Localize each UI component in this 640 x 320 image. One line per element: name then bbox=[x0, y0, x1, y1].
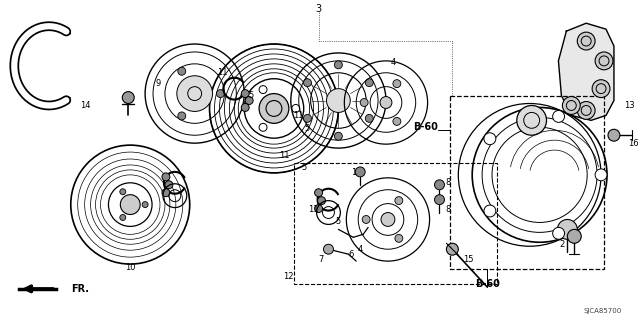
Circle shape bbox=[335, 61, 342, 69]
Circle shape bbox=[553, 110, 564, 122]
Circle shape bbox=[380, 97, 392, 108]
Bar bbox=[294, 163, 497, 284]
Circle shape bbox=[395, 196, 403, 204]
Circle shape bbox=[165, 181, 173, 189]
Circle shape bbox=[362, 215, 370, 223]
Circle shape bbox=[557, 220, 577, 239]
Circle shape bbox=[259, 86, 267, 93]
Circle shape bbox=[315, 204, 323, 212]
Circle shape bbox=[592, 80, 610, 98]
Text: 14: 14 bbox=[81, 101, 91, 110]
Text: 5: 5 bbox=[248, 91, 254, 100]
Circle shape bbox=[553, 228, 564, 239]
Text: 10: 10 bbox=[125, 262, 136, 272]
Text: 4: 4 bbox=[390, 58, 396, 68]
Text: 11: 11 bbox=[294, 111, 304, 120]
Text: 7: 7 bbox=[318, 255, 324, 264]
Circle shape bbox=[241, 103, 249, 111]
Circle shape bbox=[484, 205, 496, 217]
Circle shape bbox=[317, 197, 326, 204]
Text: 12: 12 bbox=[284, 272, 294, 282]
Circle shape bbox=[567, 229, 581, 243]
Circle shape bbox=[393, 117, 401, 125]
Circle shape bbox=[355, 167, 365, 177]
Circle shape bbox=[120, 189, 126, 195]
Circle shape bbox=[216, 90, 225, 98]
Circle shape bbox=[365, 115, 373, 122]
Circle shape bbox=[259, 124, 267, 131]
Text: FR.: FR. bbox=[71, 284, 89, 294]
Circle shape bbox=[435, 195, 444, 204]
Circle shape bbox=[577, 32, 595, 50]
Text: 5: 5 bbox=[304, 124, 309, 133]
Circle shape bbox=[292, 105, 300, 112]
Text: 11: 11 bbox=[278, 150, 289, 160]
Text: 11: 11 bbox=[217, 68, 228, 77]
Text: SJCA85700: SJCA85700 bbox=[584, 308, 622, 314]
Circle shape bbox=[517, 106, 547, 135]
Text: B-60: B-60 bbox=[413, 122, 438, 132]
Circle shape bbox=[120, 214, 126, 220]
Circle shape bbox=[563, 97, 580, 115]
Circle shape bbox=[178, 67, 186, 75]
Circle shape bbox=[259, 93, 289, 123]
Text: 5: 5 bbox=[301, 164, 307, 172]
Text: 13: 13 bbox=[624, 101, 634, 110]
Text: 6: 6 bbox=[348, 250, 354, 259]
Circle shape bbox=[303, 79, 312, 87]
Circle shape bbox=[142, 202, 148, 208]
Circle shape bbox=[120, 195, 140, 214]
Text: 16: 16 bbox=[628, 139, 639, 148]
Circle shape bbox=[162, 189, 170, 197]
Circle shape bbox=[435, 180, 444, 190]
Circle shape bbox=[365, 79, 373, 87]
Circle shape bbox=[447, 243, 458, 255]
Circle shape bbox=[177, 76, 212, 111]
Circle shape bbox=[393, 80, 401, 88]
Circle shape bbox=[324, 244, 333, 254]
Circle shape bbox=[303, 115, 312, 122]
Text: 8: 8 bbox=[445, 178, 451, 187]
Circle shape bbox=[608, 129, 620, 141]
Circle shape bbox=[326, 89, 350, 112]
Text: B-60: B-60 bbox=[475, 279, 499, 289]
Text: 4: 4 bbox=[358, 245, 363, 254]
Circle shape bbox=[484, 133, 496, 145]
Circle shape bbox=[577, 101, 595, 119]
Circle shape bbox=[122, 92, 134, 103]
Text: 8: 8 bbox=[445, 205, 451, 214]
Text: 1: 1 bbox=[351, 168, 356, 177]
Circle shape bbox=[245, 97, 253, 105]
Circle shape bbox=[335, 132, 342, 140]
Circle shape bbox=[241, 90, 249, 98]
Polygon shape bbox=[559, 23, 614, 120]
Circle shape bbox=[360, 99, 368, 107]
Text: 5: 5 bbox=[336, 217, 341, 226]
Text: 15: 15 bbox=[463, 255, 474, 264]
Circle shape bbox=[595, 169, 607, 181]
Circle shape bbox=[595, 52, 613, 70]
Text: 3: 3 bbox=[316, 4, 322, 14]
Text: 9: 9 bbox=[156, 79, 161, 88]
Circle shape bbox=[315, 189, 323, 197]
Text: 2: 2 bbox=[559, 240, 564, 249]
Bar bbox=[451, 96, 604, 269]
Circle shape bbox=[381, 212, 395, 227]
Circle shape bbox=[178, 112, 186, 120]
Circle shape bbox=[162, 173, 170, 181]
Circle shape bbox=[395, 234, 403, 242]
Text: 11: 11 bbox=[308, 205, 319, 214]
